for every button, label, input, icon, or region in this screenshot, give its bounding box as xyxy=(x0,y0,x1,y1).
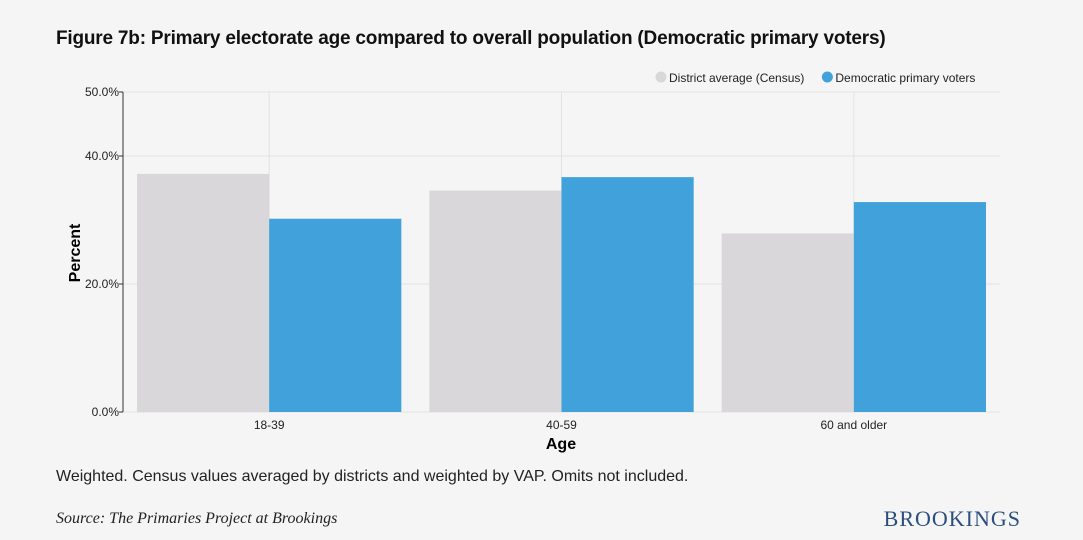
y-tick-labels: 0.0% 20.0% 40.0% 50.0% xyxy=(85,85,119,419)
legend-swatch xyxy=(655,71,667,83)
legend-label: Democratic primary voters xyxy=(835,71,975,85)
x-tick-labels: 18-39 40-59 60 and older xyxy=(254,418,887,432)
bar-primary-2 xyxy=(853,202,986,412)
y-axis-label: Percent xyxy=(67,223,84,282)
y-tick-label: 20.0% xyxy=(85,277,119,291)
y-tick-label: 0.0% xyxy=(92,405,120,419)
bar-census-0 xyxy=(137,173,270,412)
bar-chart: 0.0% 20.0% 40.0% 50.0% 18-39 40-59 60 and old… xyxy=(67,71,1000,453)
x-tick-label: 18-39 xyxy=(254,418,285,432)
legend-label: District average (Census) xyxy=(669,71,804,85)
chart-note: Weighted. Census values averaged by dist… xyxy=(56,468,689,485)
bars xyxy=(137,173,986,412)
chart-title: Figure 7b: Primary electorate age compar… xyxy=(56,28,886,49)
legend-swatch xyxy=(821,71,833,83)
x-axis-label: Age xyxy=(546,436,576,453)
y-tick-label: 40.0% xyxy=(85,149,119,163)
source-note: Source: The Primaries Project at Brookin… xyxy=(56,510,338,527)
bar-primary-1 xyxy=(561,177,694,412)
x-tick-label: 60 and older xyxy=(820,418,887,432)
legend: District average (Census) Democratic prim… xyxy=(655,71,975,85)
bar-census-2 xyxy=(721,233,854,412)
axes xyxy=(119,91,124,413)
brookings-logo: BROOKINGS xyxy=(883,506,1021,531)
x-tick-label: 40-59 xyxy=(546,418,577,432)
bar-primary-0 xyxy=(269,218,402,412)
y-tick-label: 50.0% xyxy=(85,85,119,99)
bar-census-1 xyxy=(429,190,562,412)
